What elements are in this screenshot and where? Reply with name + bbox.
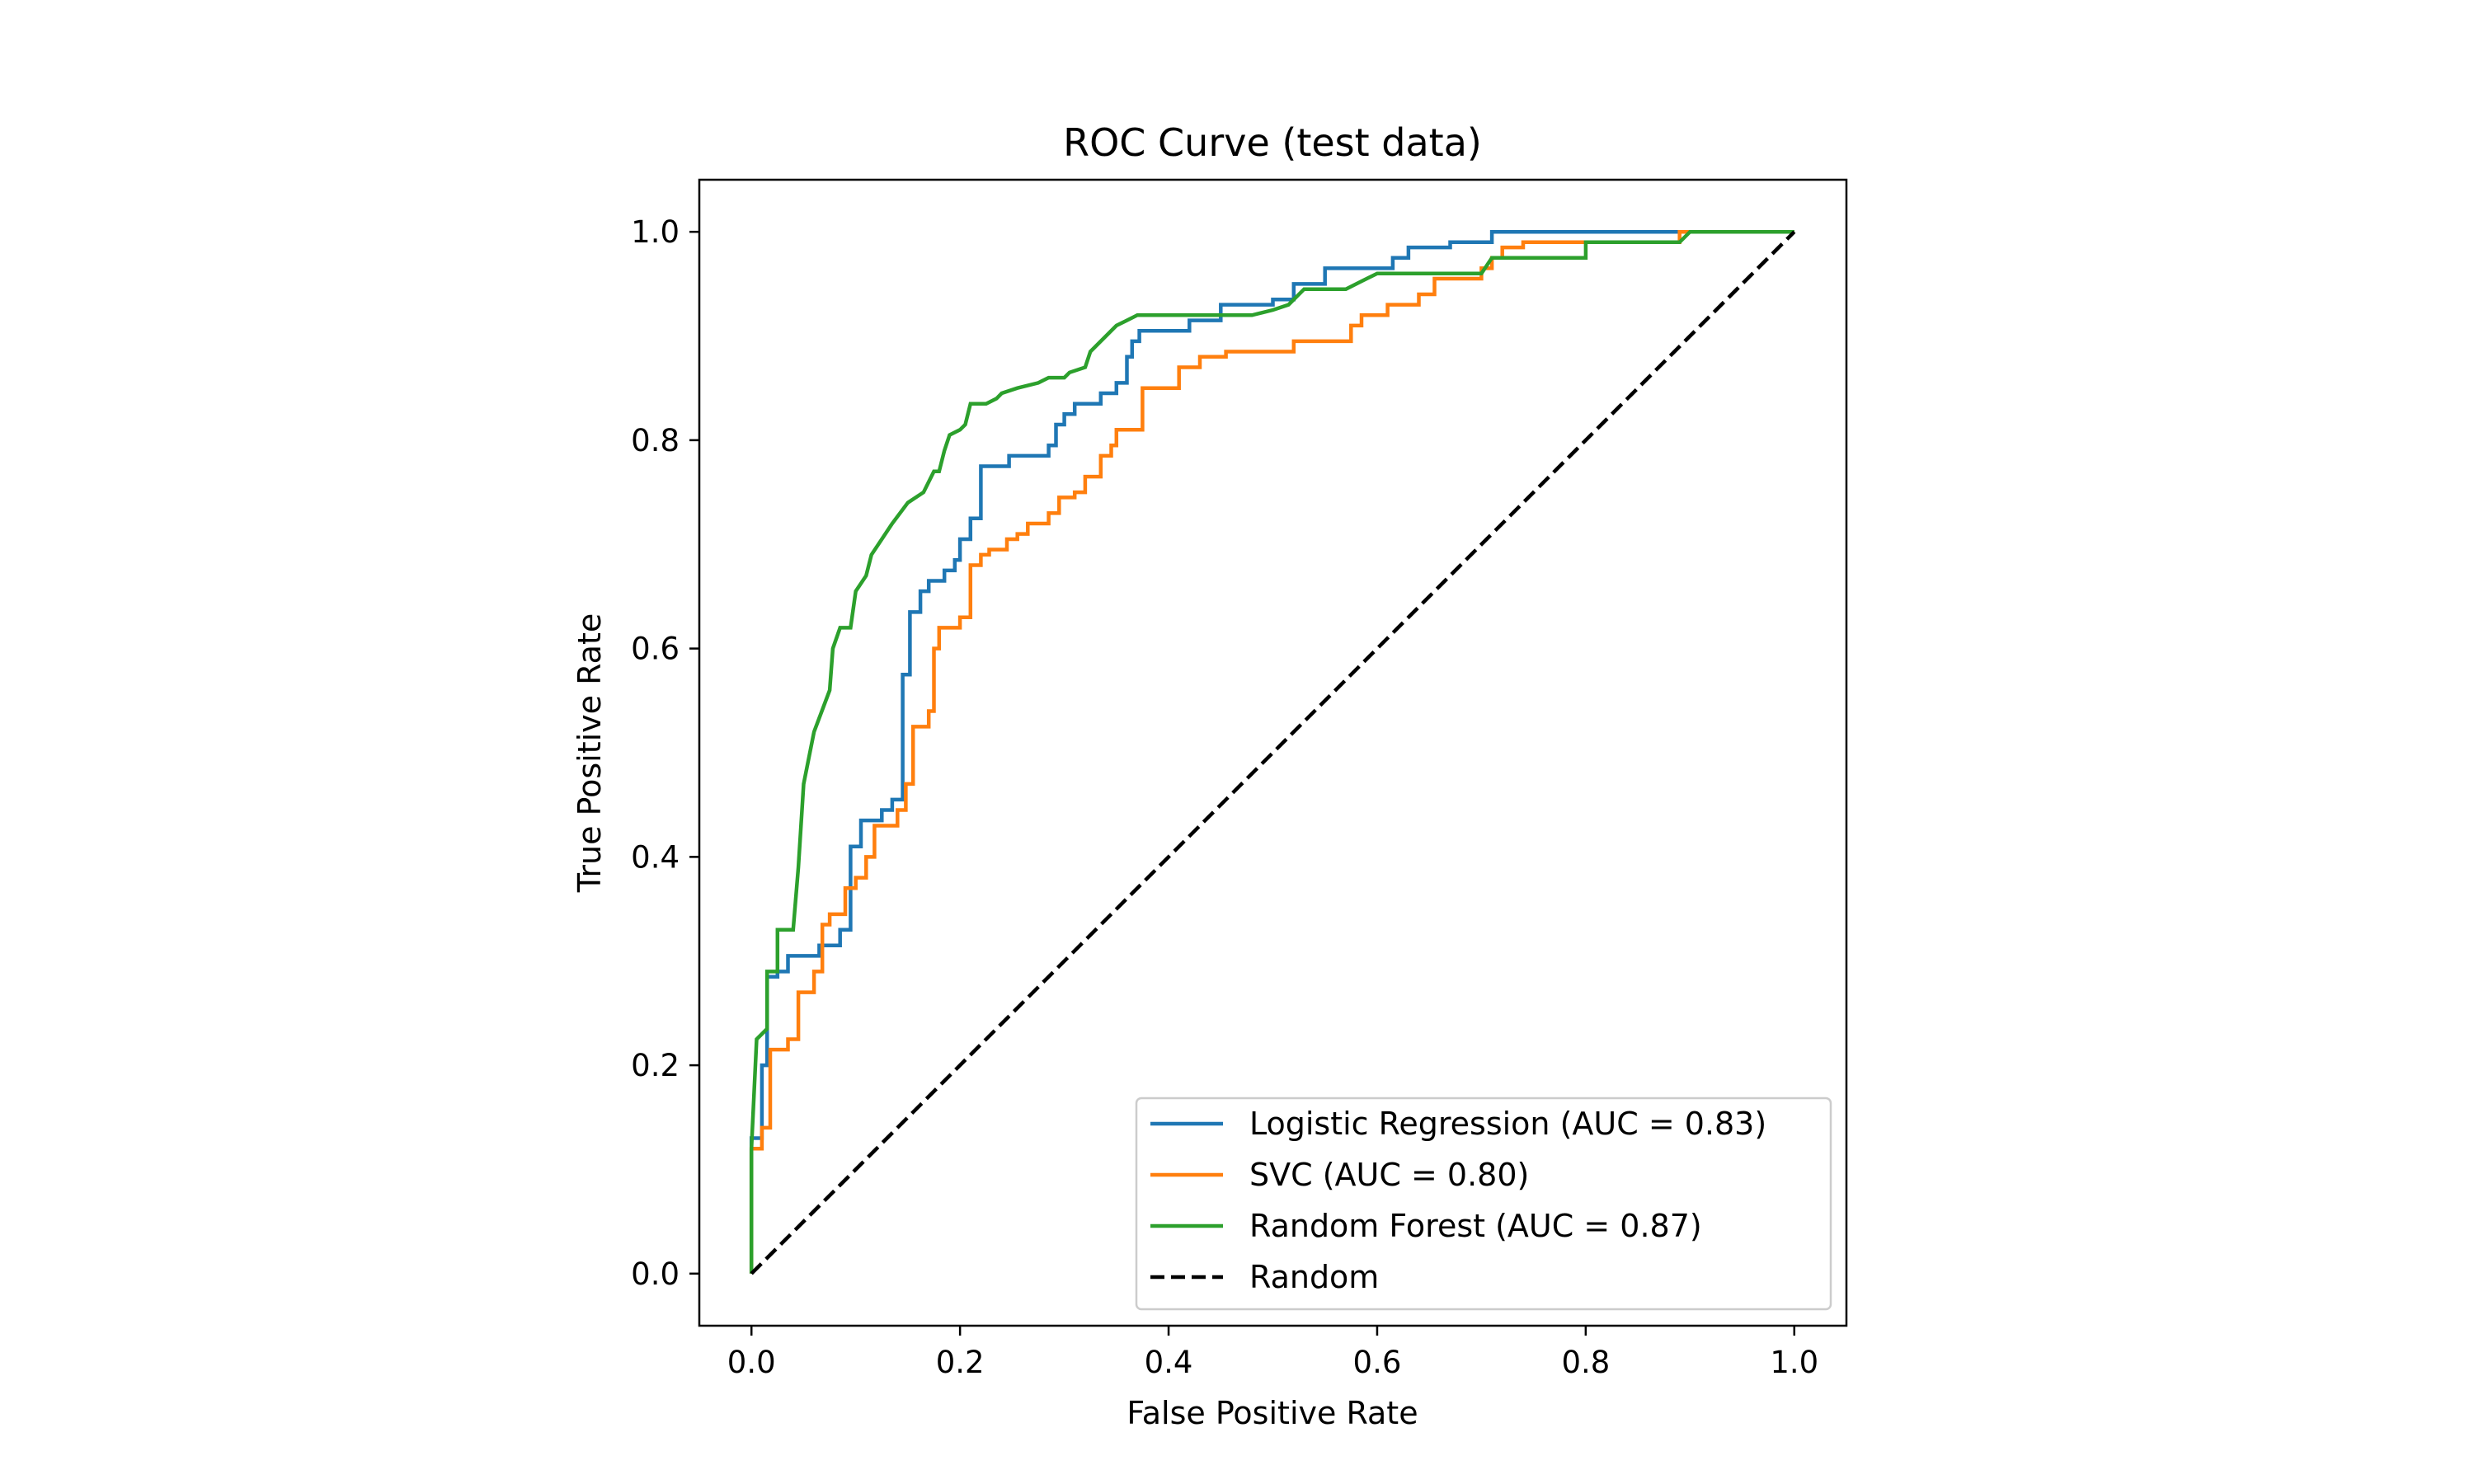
x-tick-label: 0.2 bbox=[936, 1345, 985, 1380]
axis-ticks: 0.0 0.2 0.4 0.6 0.8 1.0 0.0 0.2 0.4 0.6 0.8 1.0 bbox=[631, 214, 1818, 1380]
y-tick-label: 0.0 bbox=[631, 1256, 680, 1292]
y-tick-label: 0.8 bbox=[631, 423, 680, 458]
legend-box bbox=[1135, 1097, 1832, 1311]
chart-title: ROC Curve (test data) bbox=[1063, 120, 1482, 165]
series-line bbox=[750, 230, 1796, 1275]
y-tick-label: 0.4 bbox=[631, 839, 680, 875]
x-tick-label: 0.6 bbox=[1353, 1345, 1402, 1380]
series-line bbox=[749, 229, 1794, 1274]
y-tick-label: 0.2 bbox=[631, 1048, 680, 1083]
plot-area bbox=[749, 229, 1796, 1275]
series-line bbox=[749, 229, 1794, 1274]
legend-label: Random bbox=[1249, 1259, 1379, 1295]
legend-label: Random Forest (AUC = 0.87) bbox=[1249, 1208, 1702, 1244]
x-tick-label: 0.0 bbox=[727, 1345, 776, 1380]
legend-label: Logistic Regression (AUC = 0.83) bbox=[1249, 1106, 1766, 1142]
y-axis-label: True Positive Rate bbox=[571, 613, 608, 894]
legend-label: SVC (AUC = 0.80) bbox=[1249, 1157, 1529, 1193]
x-tick-label: 0.8 bbox=[1561, 1345, 1610, 1380]
x-tick-label: 0.4 bbox=[1145, 1345, 1193, 1380]
x-axis-label: False Positive Rate bbox=[1126, 1395, 1418, 1431]
legend: Logistic Regression (AUC = 0.83) SVC (AUC… bbox=[1135, 1097, 1832, 1311]
plot-frame bbox=[698, 178, 1848, 1327]
y-tick-label: 1.0 bbox=[631, 214, 680, 250]
series-line bbox=[749, 229, 1794, 1274]
y-tick-label: 0.6 bbox=[631, 632, 680, 667]
x-tick-label: 1.0 bbox=[1770, 1345, 1818, 1380]
